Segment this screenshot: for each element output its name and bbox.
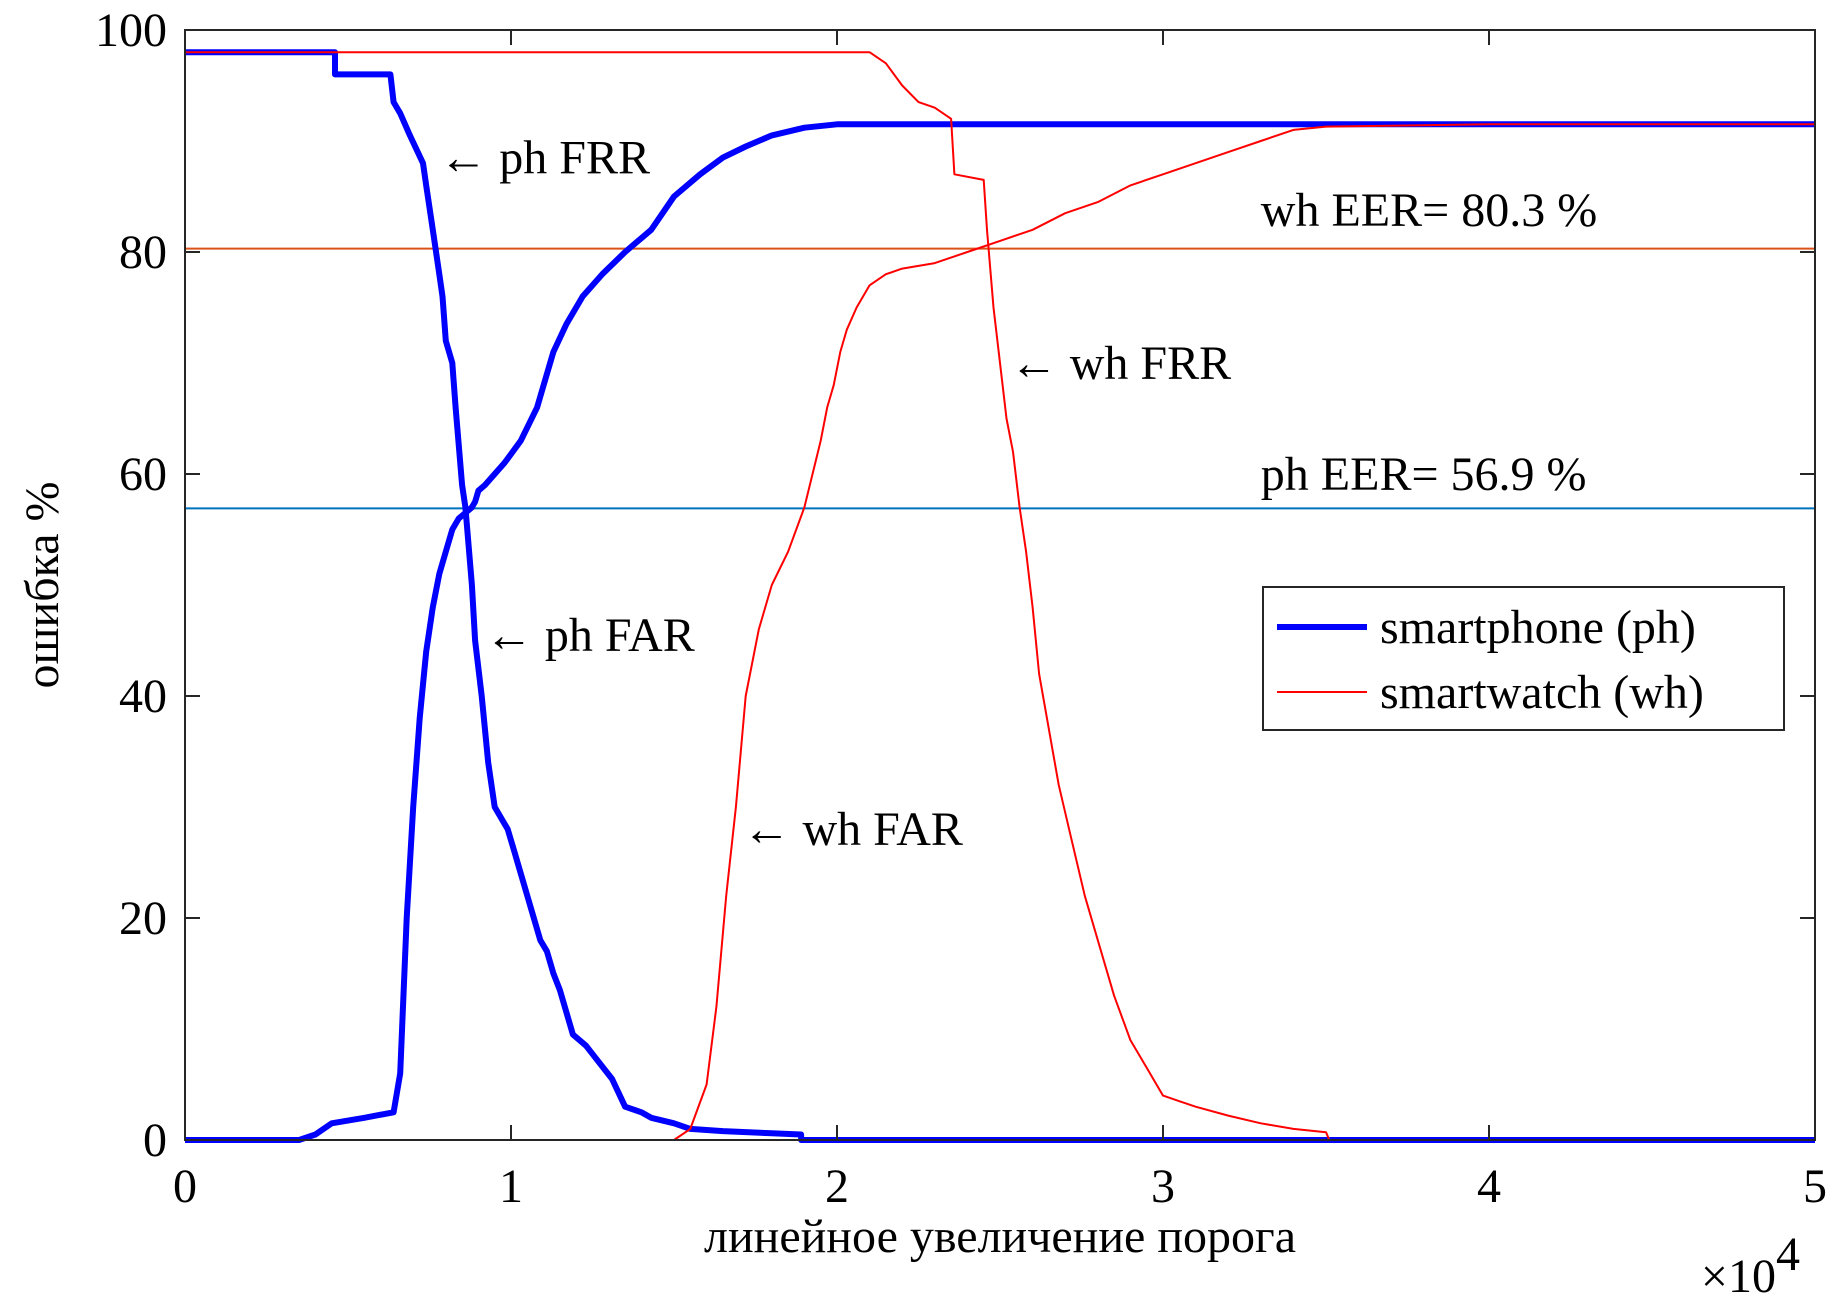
x-axis-exponent: ×104 (1701, 1228, 1800, 1303)
wh-far-label: ← wh FAR (742, 803, 962, 856)
x-tick-label: 1 (499, 1160, 523, 1213)
x-axis-title: линейное увеличение порога (704, 1210, 1296, 1263)
reference-lines (185, 247, 1815, 510)
annotations: ← ph FRR ← ph FAR ← wh FRR ← wh FAR wh EER= … (439, 132, 1597, 857)
ph-far-line (185, 121, 1815, 1143)
x-tick-label: 3 (1151, 1160, 1175, 1213)
plot-area: 0 1 2 3 4 5 0 20 40 60 80 100 ← ph FRR ← ph FAR ← wh … (95, 4, 1827, 1213)
ph-frr-label: ← ph FRR (439, 132, 650, 185)
wh-frr-line (185, 51, 1815, 1141)
series-lines (185, 49, 1815, 1143)
y-tick-label: 60 (119, 448, 167, 501)
x-exponent-power: 4 (1776, 1228, 1800, 1281)
ph-far-label: ← ph FAR (485, 609, 695, 662)
legend: smartphone (ph) smartwatch (wh) (1262, 586, 1785, 731)
y-tick-label: 20 (119, 892, 167, 945)
y-tick-label: 0 (143, 1114, 167, 1167)
wh-eer-label: wh EER= 80.3 % (1261, 184, 1597, 237)
x-tick-label: 4 (1477, 1160, 1501, 1213)
axis-ticks: 0 1 2 3 4 5 0 20 40 60 80 100 (95, 4, 1827, 1213)
x-tick-label: 5 (1803, 1160, 1827, 1213)
y-tick-label: 80 (119, 226, 167, 279)
wh-far-line (185, 123, 1815, 1141)
x-tick-label: 0 (173, 1160, 197, 1213)
ph-frr-line (185, 49, 1815, 1143)
wh-frr-label: ← wh FRR (1010, 337, 1231, 390)
legend-box (1262, 586, 1785, 731)
y-tick-label: 40 (119, 670, 167, 723)
y-tick-label: 100 (95, 4, 167, 57)
x-exponent-base: ×10 (1701, 1250, 1776, 1303)
ph-eer-label: ph EER= 56.9 % (1261, 448, 1587, 501)
legend-label: smartwatch (wh) (1380, 666, 1704, 719)
axes-frame (184, 29, 1816, 1141)
y-axis-title: ошибка % (16, 482, 69, 689)
x-tick-label: 2 (825, 1160, 849, 1213)
legend-label: smartphone (ph) (1380, 601, 1696, 654)
